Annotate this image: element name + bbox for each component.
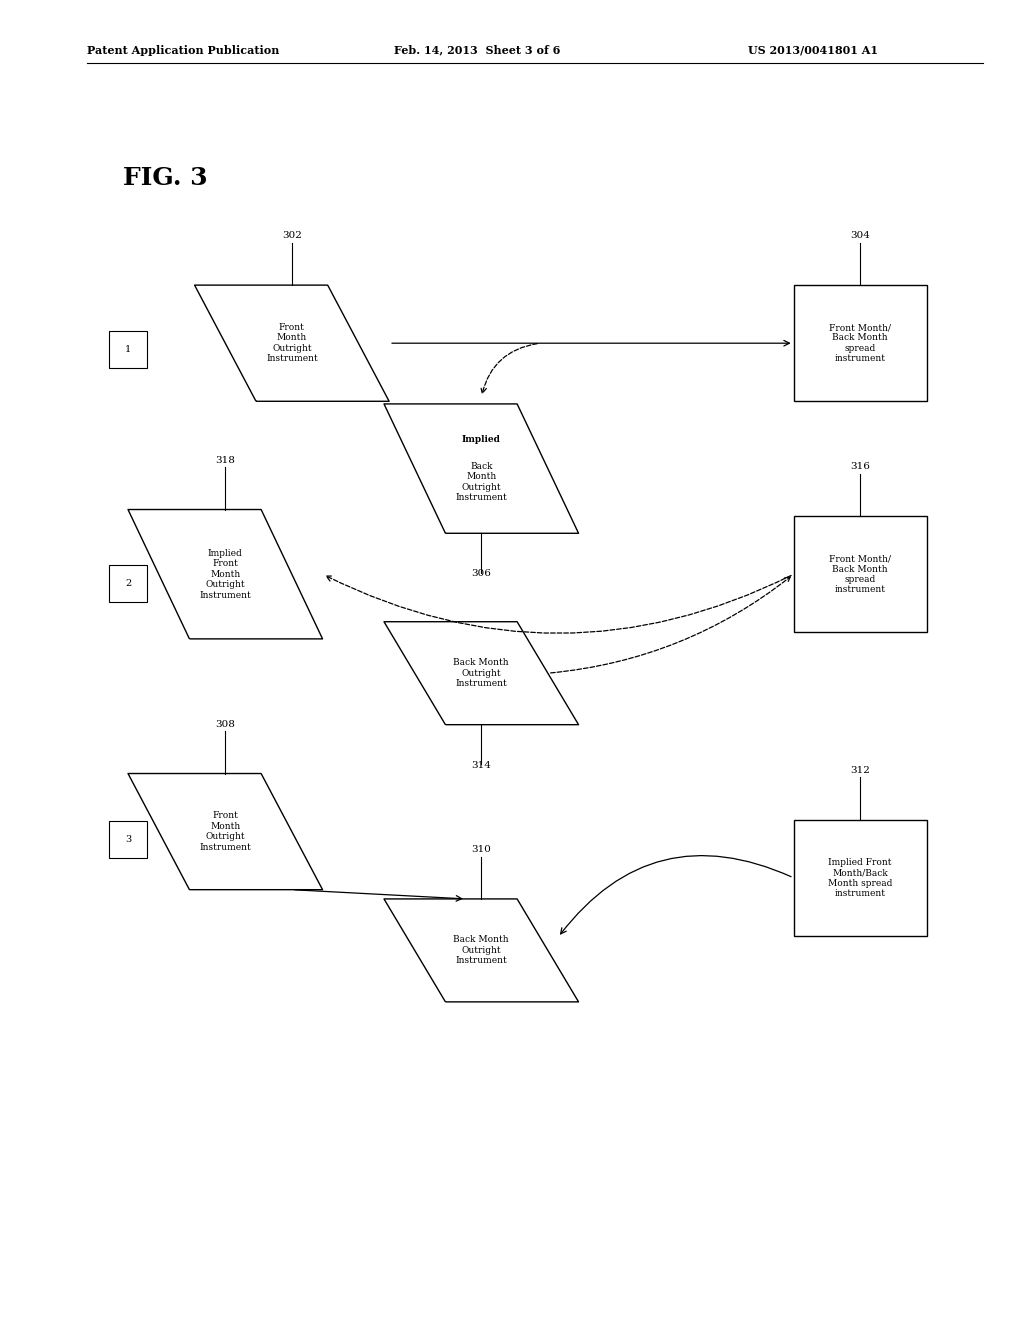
- Text: 314: 314: [471, 760, 492, 770]
- Bar: [109, 331, 147, 368]
- Text: 2: 2: [125, 579, 131, 587]
- Text: Front Month/
Back Month
spread
instrument: Front Month/ Back Month spread instrumen…: [829, 323, 891, 363]
- Bar: [794, 516, 927, 632]
- Text: 3: 3: [125, 836, 131, 843]
- Text: 316: 316: [850, 462, 870, 471]
- Text: Front Month/
Back Month
spread
instrument: Front Month/ Back Month spread instrumen…: [829, 554, 891, 594]
- Text: US 2013/0041801 A1: US 2013/0041801 A1: [748, 45, 878, 55]
- Text: Front
Month
Outright
Instrument: Front Month Outright Instrument: [200, 812, 251, 851]
- Text: Implied: Implied: [462, 436, 501, 444]
- Text: Implied
Front
Month
Outright
Instrument: Implied Front Month Outright Instrument: [200, 549, 251, 599]
- Text: Implied Front
Month/Back
Month spread
instrument: Implied Front Month/Back Month spread in…: [828, 858, 892, 898]
- Bar: [109, 565, 147, 602]
- Text: 308: 308: [215, 719, 236, 729]
- Text: Patent Application Publication: Patent Application Publication: [87, 45, 280, 55]
- Text: FIG. 3: FIG. 3: [123, 166, 208, 190]
- Text: 304: 304: [850, 231, 870, 240]
- Text: 312: 312: [850, 766, 870, 775]
- Bar: [109, 821, 147, 858]
- Text: 310: 310: [471, 845, 492, 854]
- Text: 306: 306: [471, 569, 492, 578]
- Text: Back Month
Outright
Instrument: Back Month Outright Instrument: [454, 936, 509, 965]
- Text: Back
Month
Outright
Instrument: Back Month Outright Instrument: [456, 462, 507, 502]
- Text: 302: 302: [282, 231, 302, 240]
- Text: 1: 1: [125, 346, 131, 354]
- Bar: [794, 285, 927, 401]
- Text: Feb. 14, 2013  Sheet 3 of 6: Feb. 14, 2013 Sheet 3 of 6: [394, 45, 560, 55]
- Bar: [794, 820, 927, 936]
- Text: Back Month
Outright
Instrument: Back Month Outright Instrument: [454, 659, 509, 688]
- Text: Front
Month
Outright
Instrument: Front Month Outright Instrument: [266, 323, 317, 363]
- Text: 318: 318: [215, 455, 236, 465]
